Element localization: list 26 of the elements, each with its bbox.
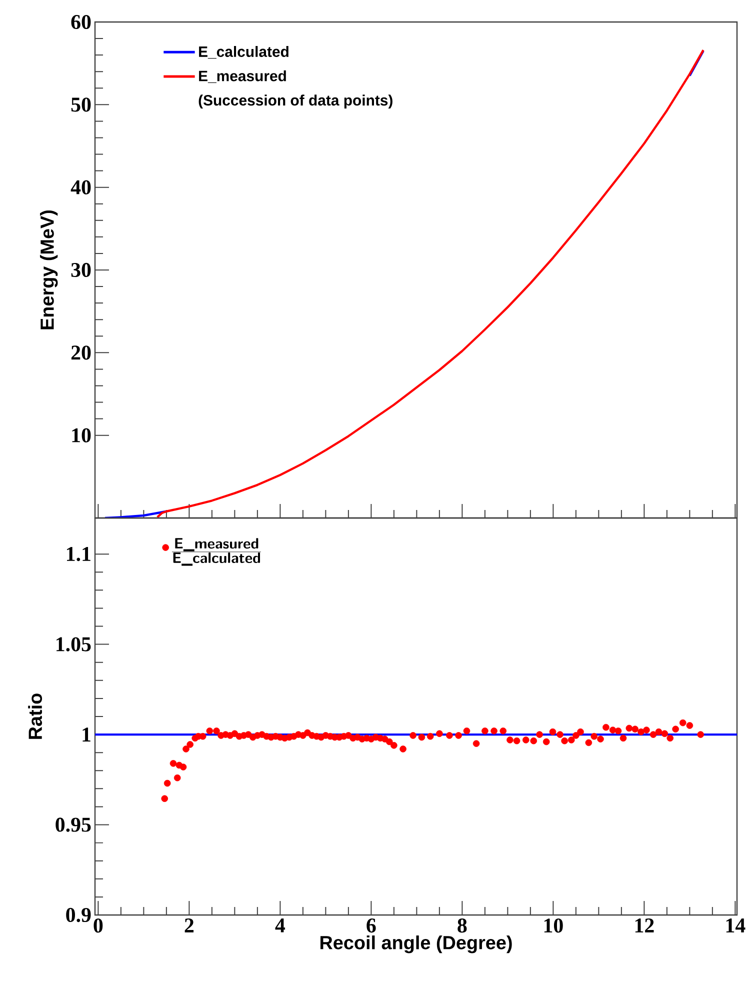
- y-tick-label: 0.95: [56, 818, 91, 832]
- x-tick-label: 8: [458, 918, 467, 933]
- y-axis-title: Energy (MeV): [40, 210, 58, 330]
- y-tick-label: 40: [70, 180, 91, 194]
- y-tick-label: 1.05: [56, 637, 91, 652]
- y-tick-label: 0.9: [66, 908, 91, 922]
- x-tick-label: 12: [635, 918, 654, 932]
- y-tick-label: 10: [72, 428, 91, 442]
- legend-label: E_calculated: [199, 46, 288, 59]
- y-tick-label: 30: [71, 262, 91, 278]
- y-tick-label: 1: [82, 728, 90, 742]
- x-tick-label: 14: [726, 918, 746, 932]
- y-tick-label: 1.1: [67, 547, 90, 562]
- x-tick-label: 0: [94, 918, 103, 933]
- x-axis-title: Recoil angle (Degree): [320, 935, 512, 954]
- x-tick-label: 6: [366, 918, 376, 933]
- y-axis-title: Ratio: [28, 694, 42, 739]
- legend-label: E_measured: [199, 70, 286, 83]
- annotation: (Succession of data points): [198, 94, 392, 109]
- y-tick-label: 60: [71, 14, 91, 30]
- y-tick-label: 50: [71, 98, 91, 112]
- x-tick-label: 2: [184, 918, 194, 932]
- legend-label: $\frac{\textsf{\textbf{E\_measured}}}{\textsf{\textbf{E\_calculated}}}$: [172, 538, 261, 566]
- x-tick-label: 10: [544, 918, 563, 933]
- y-tick-label: 20: [71, 346, 91, 360]
- x-tick-label: 4: [275, 918, 286, 932]
